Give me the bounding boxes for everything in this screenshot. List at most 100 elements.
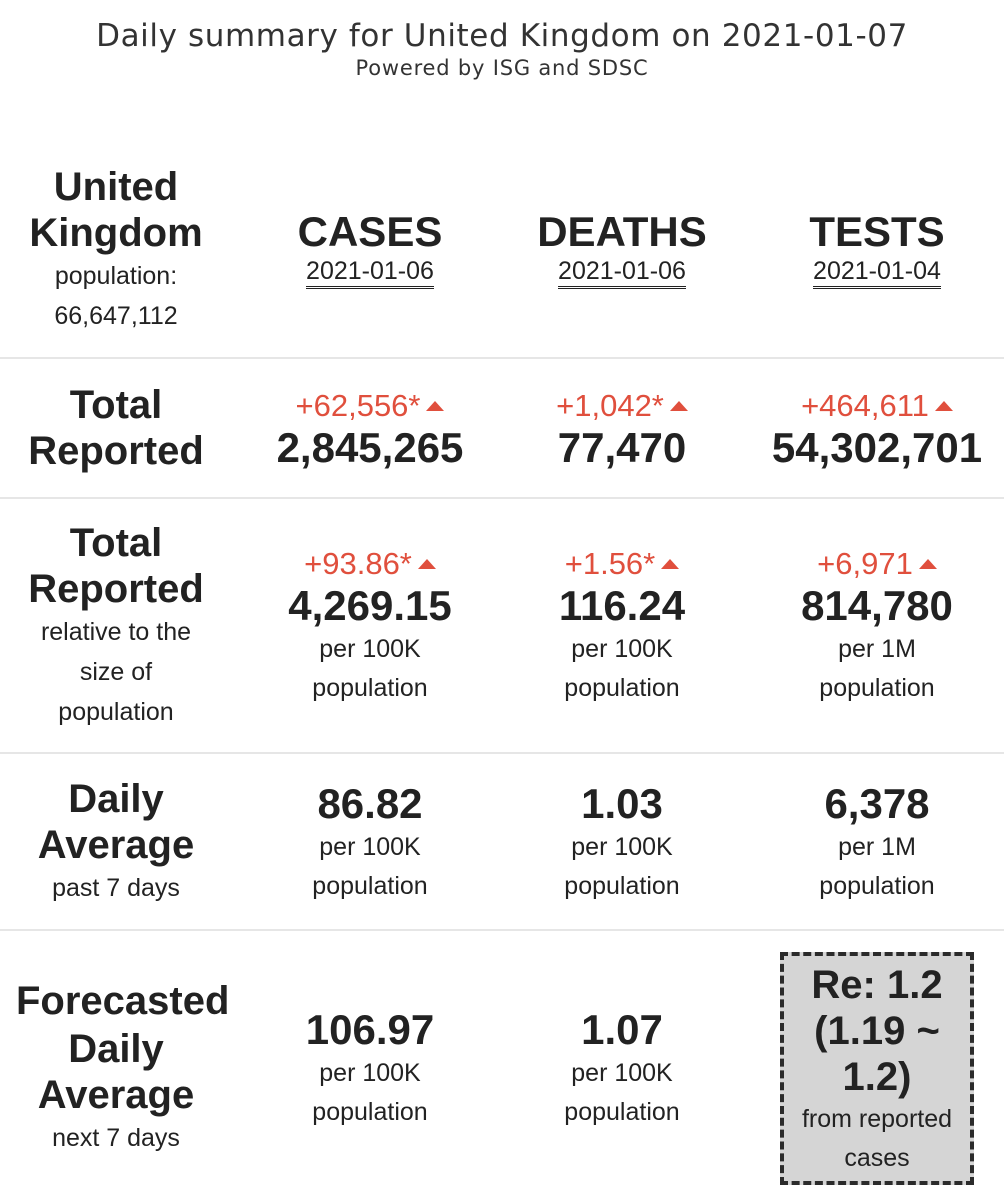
increase-arrow-icon (661, 558, 680, 569)
tests-date: 2021-01-04 (813, 256, 941, 289)
unit-line: per 1M (838, 635, 916, 663)
row-note-line: relative to the (40, 618, 192, 646)
re-value-line1: Re: 1.2 (811, 963, 943, 1007)
relative-cases-cell: +93.86* 4,269.15 per 100K population (244, 546, 496, 708)
relative-deaths-cell: +1.56* 116.24 per 100K population (496, 546, 748, 708)
row-divider (0, 497, 1004, 499)
row-divider (0, 357, 1004, 359)
increase-arrow-icon (934, 400, 953, 411)
increase-arrow-icon (426, 400, 445, 411)
page-header: Daily summary for United Kingdom on 2021… (0, 18, 1004, 80)
daily-cases-value: 86.82 (317, 780, 423, 827)
total-deaths-delta: +1,042* (496, 388, 748, 424)
unit-line: population (312, 674, 428, 702)
row-label-line: Total (69, 521, 163, 565)
forecast-cases-value: 106.97 (305, 1006, 435, 1053)
total-cases-value: 2,845,265 (276, 424, 464, 471)
relative-deaths-value: 116.24 (558, 582, 686, 629)
unit-line: per 100K (571, 635, 673, 663)
unit-line: per 1M (838, 833, 916, 861)
unit-line: population (564, 674, 680, 702)
deaths-date: 2021-01-06 (558, 256, 686, 289)
increase-arrow-icon (669, 400, 688, 411)
relative-tests-cell: +6,971 814,780 per 1M population (750, 546, 1004, 708)
daily-deaths-value: 1.03 (581, 780, 663, 827)
total-cases-cell: +62,556* 2,845,265 (244, 388, 496, 472)
relative-deaths-delta: +1.56* (496, 546, 748, 582)
row-label-line: Average (37, 1073, 195, 1117)
row-label-line: Average (37, 823, 195, 867)
delta-text: +93.86* (304, 546, 412, 581)
page-title: Daily summary for United Kingdom on 2021… (96, 18, 908, 54)
cases-date: 2021-01-06 (306, 256, 434, 289)
unit-line: population (312, 872, 428, 900)
row-note-line: population (58, 698, 174, 726)
delta-text: +1,042* (556, 388, 664, 423)
country-name-line1: United (53, 165, 179, 209)
country-header: United Kingdom population: 66,647,112 (0, 164, 232, 336)
deaths-column-header: DEATHS 2021-01-06 (496, 208, 748, 289)
tests-heading: TESTS (809, 208, 945, 255)
unit-line: per 100K (319, 635, 421, 663)
forecast-label-rest: Daily Average next 7 days (0, 1026, 232, 1158)
total-tests-value: 54,302,701 (771, 424, 983, 471)
re-note-line2: cases (844, 1144, 910, 1172)
cases-column-header: CASES 2021-01-06 (244, 208, 496, 289)
relative-cases-delta: +93.86* (244, 546, 496, 582)
row-label-line: Reported (28, 567, 204, 611)
country-name-line2: Kingdom (29, 211, 203, 255)
relative-tests-value: 814,780 (801, 582, 953, 629)
total-deaths-value: 77,470 (557, 424, 687, 471)
daily-average-label: Daily Average past 7 days (0, 776, 232, 908)
increase-arrow-icon (417, 558, 436, 569)
re-value-line2: (1.19 ~ (814, 1009, 940, 1053)
relative-label: Total Reported relative to the size of p… (0, 520, 232, 732)
population-label: population: (54, 262, 178, 290)
total-deaths-cell: +1,042* 77,470 (496, 388, 748, 472)
unit-line: population (312, 1098, 428, 1126)
delta-text: +1.56* (564, 546, 656, 581)
row-note-line: next 7 days (52, 1124, 180, 1152)
unit-line: per 100K (571, 833, 673, 861)
population-value: 66,647,112 (54, 302, 178, 330)
unit-line: per 100K (319, 833, 421, 861)
increase-arrow-icon (918, 558, 937, 569)
unit-line: per 100K (571, 1059, 673, 1087)
row-note-line: past 7 days (52, 874, 180, 902)
forecast-label: Forecasted (4, 978, 264, 1024)
unit-line: population (564, 872, 680, 900)
row-divider (0, 929, 1004, 931)
unit-line: per 100K (319, 1059, 421, 1087)
page-subtitle: Powered by ISG and SDSC (355, 56, 649, 80)
row-label-line: Reported (28, 429, 204, 473)
delta-text: +464,611 (801, 388, 929, 423)
forecast-cases-cell: 106.97 per 100K population (244, 1006, 496, 1132)
total-tests-cell: +464,611 54,302,701 (750, 388, 1004, 472)
deaths-heading: DEATHS (537, 208, 707, 255)
delta-text: +6,971 (817, 546, 913, 581)
unit-line: population (819, 674, 935, 702)
forecast-deaths-value: 1.07 (581, 1006, 663, 1053)
total-reported-label: Total Reported (0, 382, 232, 474)
row-label-line: Daily (68, 777, 164, 821)
total-cases-delta: +62,556* (244, 388, 496, 424)
delta-text: +62,556* (295, 388, 421, 423)
unit-line: population (564, 1098, 680, 1126)
re-estimate-box: Re: 1.2 (1.19 ~ 1.2) from reported cases (780, 952, 974, 1185)
row-label-line: Daily (68, 1027, 164, 1071)
daily-tests-cell: 6,378 per 1M population (750, 780, 1004, 906)
daily-tests-value: 6,378 (824, 780, 930, 827)
re-value-line3: 1.2) (842, 1055, 912, 1099)
row-divider (0, 752, 1004, 754)
tests-column-header: TESTS 2021-01-04 (750, 208, 1004, 289)
forecast-deaths-cell: 1.07 per 100K population (496, 1006, 748, 1132)
total-tests-delta: +464,611 (750, 388, 1004, 424)
unit-line: population (819, 872, 935, 900)
cases-heading: CASES (297, 208, 443, 255)
daily-deaths-cell: 1.03 per 100K population (496, 780, 748, 906)
relative-cases-value: 4,269.15 (288, 582, 452, 629)
re-note-line1: from reported (801, 1105, 953, 1133)
row-label-line: Total (69, 383, 163, 427)
row-note-line: size of (79, 658, 153, 686)
row-label-line: Forecasted (16, 979, 230, 1023)
